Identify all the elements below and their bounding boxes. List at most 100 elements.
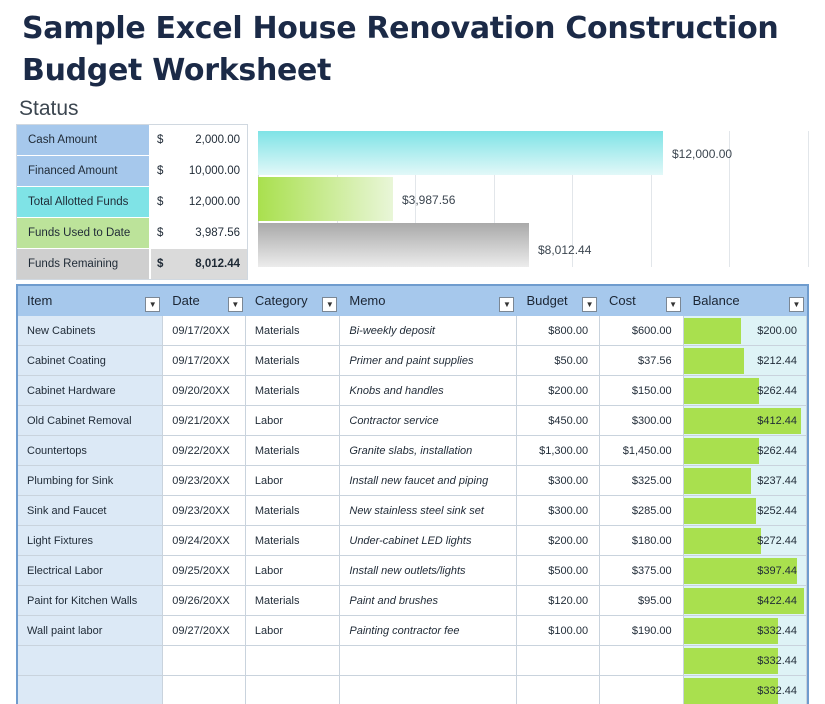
cell-category[interactable]: Materials bbox=[245, 436, 341, 466]
cell-date[interactable] bbox=[163, 676, 246, 704]
cell-budget[interactable]: $200.00 bbox=[517, 376, 601, 406]
cell-cost[interactable]: $600.00 bbox=[600, 316, 684, 346]
filter-dropdown-icon[interactable]: ▼ bbox=[145, 297, 161, 312]
cell-balance[interactable]: $332.44 bbox=[683, 646, 807, 676]
cell-cost[interactable]: $325.00 bbox=[600, 466, 684, 496]
cell-item[interactable]: Light Fixtures bbox=[18, 526, 164, 556]
cell-date[interactable]: 09/17/20XX bbox=[163, 346, 246, 376]
cell-date[interactable] bbox=[163, 646, 246, 676]
cell-date[interactable]: 09/26/20XX bbox=[163, 586, 246, 616]
cell-date[interactable]: 09/24/20XX bbox=[163, 526, 246, 556]
filter-dropdown-icon[interactable]: ▼ bbox=[322, 297, 338, 312]
column-header-cost[interactable]: Cost ▼ bbox=[600, 286, 684, 316]
cell-date[interactable]: 09/22/20XX bbox=[163, 436, 246, 466]
cell-budget[interactable]: $450.00 bbox=[517, 406, 601, 436]
cell-budget[interactable]: $200.00 bbox=[517, 526, 601, 556]
status-value-cell[interactable]: $12,000.00 bbox=[151, 187, 247, 217]
cell-category[interactable]: Materials bbox=[245, 316, 341, 346]
status-value-cell[interactable]: $3,987.56 bbox=[151, 218, 247, 248]
cell-category[interactable]: Labor bbox=[245, 616, 341, 646]
cell-memo[interactable]: Under-cabinet LED lights bbox=[340, 526, 518, 556]
cell-budget[interactable] bbox=[517, 646, 601, 676]
status-value-cell[interactable]: $8,012.44 bbox=[151, 249, 247, 279]
cell-date[interactable]: 09/17/20XX bbox=[163, 316, 246, 346]
cell-cost[interactable]: $190.00 bbox=[600, 616, 684, 646]
cell-memo[interactable] bbox=[340, 646, 518, 676]
cell-category[interactable]: Labor bbox=[245, 406, 341, 436]
cell-memo[interactable]: Bi-weekly deposit bbox=[340, 316, 518, 346]
cell-budget[interactable]: $100.00 bbox=[517, 616, 601, 646]
cell-balance[interactable]: $397.44 bbox=[683, 556, 807, 586]
cell-item[interactable]: New Cabinets bbox=[18, 316, 164, 346]
cell-memo[interactable]: Contractor service bbox=[340, 406, 518, 436]
cell-balance[interactable]: $262.44 bbox=[683, 376, 807, 406]
cell-cost[interactable] bbox=[600, 676, 684, 704]
cell-item[interactable]: Countertops bbox=[18, 436, 164, 466]
cell-budget[interactable]: $120.00 bbox=[517, 586, 601, 616]
cell-cost[interactable]: $37.56 bbox=[600, 346, 684, 376]
cell-cost[interactable]: $285.00 bbox=[600, 496, 684, 526]
cell-category[interactable]: Materials bbox=[245, 526, 341, 556]
cell-balance[interactable]: $332.44 bbox=[683, 616, 807, 646]
cell-item[interactable]: Cabinet Hardware bbox=[18, 376, 164, 406]
cell-balance[interactable]: $262.44 bbox=[683, 436, 807, 466]
chart-bar[interactable] bbox=[258, 131, 663, 175]
column-header-memo[interactable]: Memo ▼ bbox=[340, 286, 517, 316]
cell-category[interactable] bbox=[246, 676, 341, 704]
cell-date[interactable]: 09/23/20XX bbox=[163, 466, 246, 496]
cell-memo[interactable]: Install new outlets/lights bbox=[340, 556, 518, 586]
column-header-balance[interactable]: Balance ▼ bbox=[684, 286, 807, 316]
chart-bar[interactable] bbox=[258, 223, 529, 267]
column-header-item[interactable]: Item ▼ bbox=[18, 286, 163, 316]
cell-budget[interactable]: $300.00 bbox=[517, 466, 601, 496]
cell-balance[interactable]: $252.44 bbox=[683, 496, 807, 526]
cell-category[interactable]: Materials bbox=[245, 586, 341, 616]
cell-item[interactable]: Cabinet Coating bbox=[18, 346, 164, 376]
column-header-category[interactable]: Category ▼ bbox=[246, 286, 341, 316]
cell-budget[interactable]: $300.00 bbox=[517, 496, 601, 526]
filter-dropdown-icon[interactable]: ▼ bbox=[665, 297, 681, 312]
cell-memo[interactable] bbox=[340, 676, 518, 704]
cell-budget[interactable]: $1,300.00 bbox=[517, 436, 601, 466]
filter-dropdown-icon[interactable]: ▼ bbox=[227, 297, 243, 312]
cell-balance[interactable]: $237.44 bbox=[683, 466, 807, 496]
filter-dropdown-icon[interactable]: ▼ bbox=[499, 297, 515, 312]
cell-cost[interactable] bbox=[600, 646, 684, 676]
cell-balance[interactable]: $200.00 bbox=[683, 316, 807, 346]
cell-category[interactable]: Labor bbox=[245, 556, 341, 586]
cell-category[interactable]: Materials bbox=[245, 496, 341, 526]
cell-budget[interactable] bbox=[517, 676, 601, 704]
cell-balance[interactable]: $272.44 bbox=[683, 526, 807, 556]
cell-item[interactable]: Electrical Labor bbox=[18, 556, 164, 586]
cell-item[interactable]: Wall paint labor bbox=[18, 616, 164, 646]
cell-cost[interactable]: $150.00 bbox=[600, 376, 684, 406]
cell-date[interactable]: 09/27/20XX bbox=[163, 616, 246, 646]
cell-item[interactable]: Plumbing for Sink bbox=[18, 466, 164, 496]
cell-balance[interactable]: $422.44 bbox=[683, 586, 807, 616]
cell-cost[interactable]: $300.00 bbox=[600, 406, 684, 436]
filter-dropdown-icon[interactable]: ▼ bbox=[582, 297, 598, 312]
cell-memo[interactable]: Painting contractor fee bbox=[340, 616, 518, 646]
cell-item[interactable] bbox=[18, 646, 164, 676]
cell-cost[interactable]: $180.00 bbox=[600, 526, 684, 556]
cell-item[interactable] bbox=[18, 676, 164, 704]
cell-budget[interactable]: $50.00 bbox=[517, 346, 601, 376]
cell-budget[interactable]: $800.00 bbox=[517, 316, 601, 346]
cell-memo[interactable]: New stainless steel sink set bbox=[340, 496, 518, 526]
cell-item[interactable]: Old Cabinet Removal bbox=[18, 406, 164, 436]
cell-category[interactable]: Labor bbox=[245, 466, 341, 496]
filter-dropdown-icon[interactable]: ▼ bbox=[789, 297, 805, 312]
cell-date[interactable]: 09/20/20XX bbox=[163, 376, 246, 406]
cell-cost[interactable]: $95.00 bbox=[600, 586, 684, 616]
cell-budget[interactable]: $500.00 bbox=[517, 556, 601, 586]
cell-item[interactable]: Sink and Faucet bbox=[18, 496, 164, 526]
cell-date[interactable]: 09/25/20XX bbox=[163, 556, 246, 586]
status-value-cell[interactable]: $2,000.00 bbox=[151, 125, 247, 155]
column-header-date[interactable]: Date ▼ bbox=[163, 286, 246, 316]
cell-balance[interactable]: $412.44 bbox=[683, 406, 807, 436]
cell-memo[interactable]: Paint and brushes bbox=[340, 586, 518, 616]
cell-category[interactable] bbox=[245, 646, 341, 676]
status-value-cell[interactable]: $10,000.00 bbox=[151, 156, 247, 186]
cell-memo[interactable]: Knobs and handles bbox=[340, 376, 518, 406]
cell-cost[interactable]: $375.00 bbox=[600, 556, 684, 586]
